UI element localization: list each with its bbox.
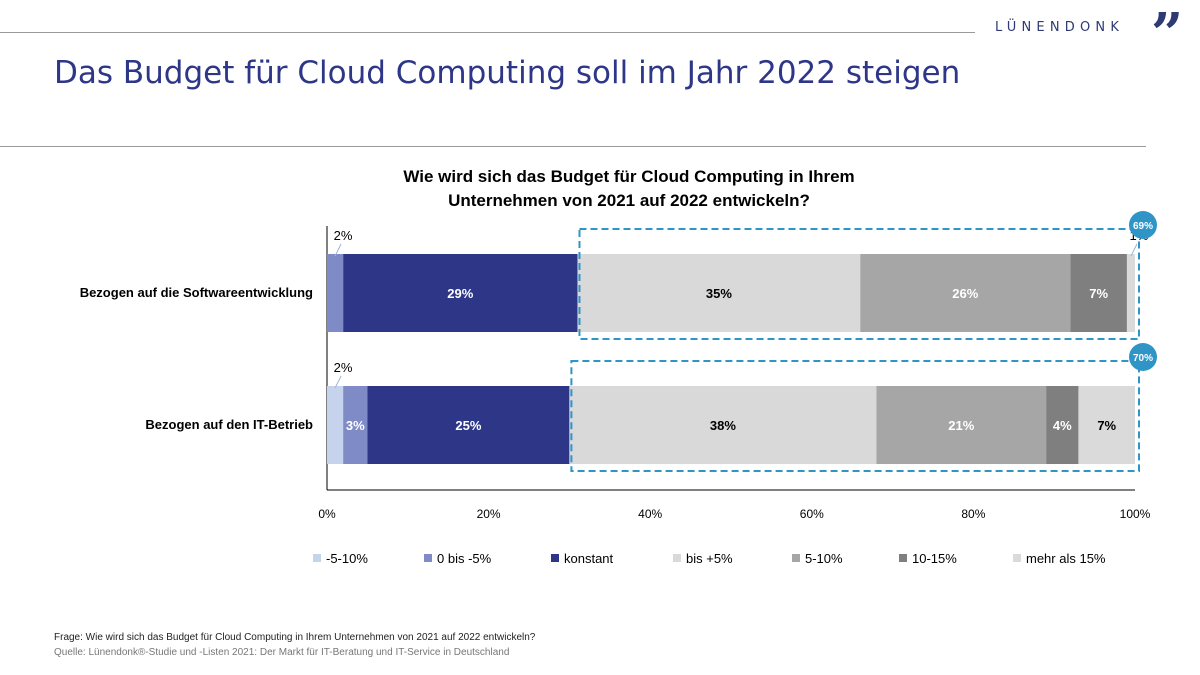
data-label: 35%	[706, 286, 732, 301]
page-title: Das Budget für Cloud Computing soll im J…	[54, 55, 961, 91]
legend-label: bis +5%	[686, 551, 733, 566]
footer-question: Frage: Wie wird sich das Budget für Clou…	[54, 632, 536, 643]
data-label-leader	[334, 243, 342, 257]
legend-label: 5-10%	[805, 551, 843, 566]
x-tick-label: 0%	[318, 507, 336, 521]
legend-swatch	[424, 554, 432, 562]
callout-it-betrieb-badge-text: 70%	[1133, 353, 1153, 364]
data-label: 38%	[710, 418, 736, 433]
x-tick-label: 40%	[638, 507, 662, 521]
footer-source: Quelle: Lünendonk®-Studie und -Listen 20…	[54, 647, 510, 658]
stacked-bar-chart: Wie wird sich das Budget für Cloud Compu…	[80, 167, 1157, 566]
category-label: Bezogen auf die Softwareentwicklung	[80, 285, 313, 300]
title-separator	[0, 146, 1146, 147]
chart-title-line: Wie wird sich das Budget für Cloud Compu…	[403, 167, 854, 186]
data-label-leader	[334, 375, 342, 389]
bar-segment	[860, 254, 1071, 332]
category-label: Bezogen auf den IT-Betrieb	[145, 417, 313, 432]
legend-label: 0 bis -5%	[437, 551, 492, 566]
data-label: 4%	[1053, 418, 1072, 433]
bar-segment	[569, 386, 877, 464]
bar-segment	[343, 254, 578, 332]
header-rule	[0, 32, 975, 33]
legend-swatch	[792, 554, 800, 562]
x-tick-label: 60%	[800, 507, 824, 521]
data-label: 7%	[1089, 286, 1108, 301]
bar-segment	[367, 386, 570, 464]
legend-label: 10-15%	[912, 551, 957, 566]
data-label: 26%	[952, 286, 978, 301]
legend-swatch	[899, 554, 907, 562]
chart-title-line: Unternehmen von 2021 auf 2022 entwickeln…	[448, 191, 810, 210]
data-label-leader	[1130, 243, 1138, 257]
bar-segment	[1070, 254, 1127, 332]
bar-segment	[327, 386, 344, 464]
legend-label: -5-10%	[326, 551, 368, 566]
callout-softwareentwicklung-badge-text: 69%	[1133, 221, 1153, 232]
data-label: 21%	[948, 418, 974, 433]
bar-segment	[1078, 386, 1135, 464]
brand-logo-text: LÜNENDONK	[995, 20, 1125, 35]
legend-swatch	[1013, 554, 1021, 562]
legend-swatch	[551, 554, 559, 562]
data-label: 25%	[455, 418, 481, 433]
x-tick-label: 100%	[1120, 507, 1151, 521]
data-label: 7%	[1097, 418, 1116, 433]
x-tick-label: 20%	[477, 507, 501, 521]
legend-label: mehr als 15%	[1026, 551, 1106, 566]
bar-segment	[876, 386, 1047, 464]
legend-label: konstant	[564, 551, 614, 566]
bar-segment	[1126, 254, 1135, 332]
legend-swatch	[673, 554, 681, 562]
data-label: 2%	[334, 228, 353, 243]
bar-segment	[1046, 386, 1079, 464]
data-label: 29%	[447, 286, 473, 301]
brand-quote-mark-icon: ”	[1151, 1, 1184, 67]
bar-segment	[343, 386, 368, 464]
data-label: 3%	[346, 418, 365, 433]
bar-segment	[577, 254, 861, 332]
callout-it-betrieb-box	[570, 360, 1140, 472]
callout-softwareentwicklung-box	[578, 228, 1140, 340]
legend-swatch	[313, 554, 321, 562]
callout-softwareentwicklung-badge	[1129, 211, 1157, 239]
bar-segment	[327, 254, 344, 332]
callout-it-betrieb-badge	[1129, 343, 1157, 371]
data-label: 2%	[334, 360, 353, 375]
x-tick-label: 80%	[961, 507, 985, 521]
